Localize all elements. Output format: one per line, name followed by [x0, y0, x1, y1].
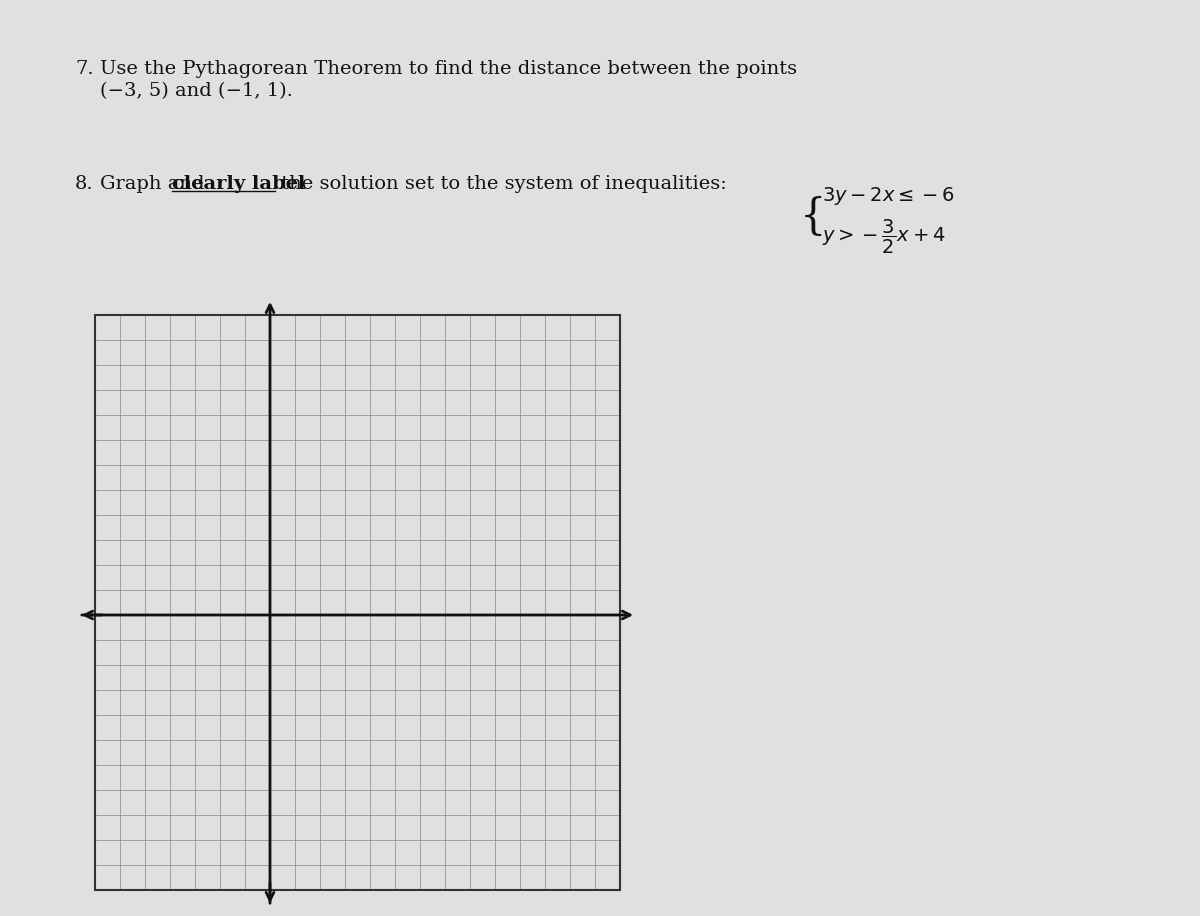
Text: {: {: [800, 197, 827, 238]
Text: Graph and: Graph and: [100, 175, 211, 193]
Text: the solution set to the system of inequalities:: the solution set to the system of inequa…: [275, 175, 727, 193]
Text: $3y-2x\leq-6$: $3y-2x\leq-6$: [822, 185, 955, 207]
Text: Use the Pythagorean Theorem to find the distance between the points: Use the Pythagorean Theorem to find the …: [100, 60, 797, 78]
Text: 7.: 7.: [74, 60, 94, 78]
Text: clearly label: clearly label: [172, 175, 305, 193]
Bar: [95, 315, 620, 890]
Text: (−3, 5) and (−1, 1).: (−3, 5) and (−1, 1).: [100, 82, 293, 100]
Text: 8.: 8.: [74, 175, 94, 193]
Text: $y>-\dfrac{3}{2}x+4$: $y>-\dfrac{3}{2}x+4$: [822, 218, 946, 256]
